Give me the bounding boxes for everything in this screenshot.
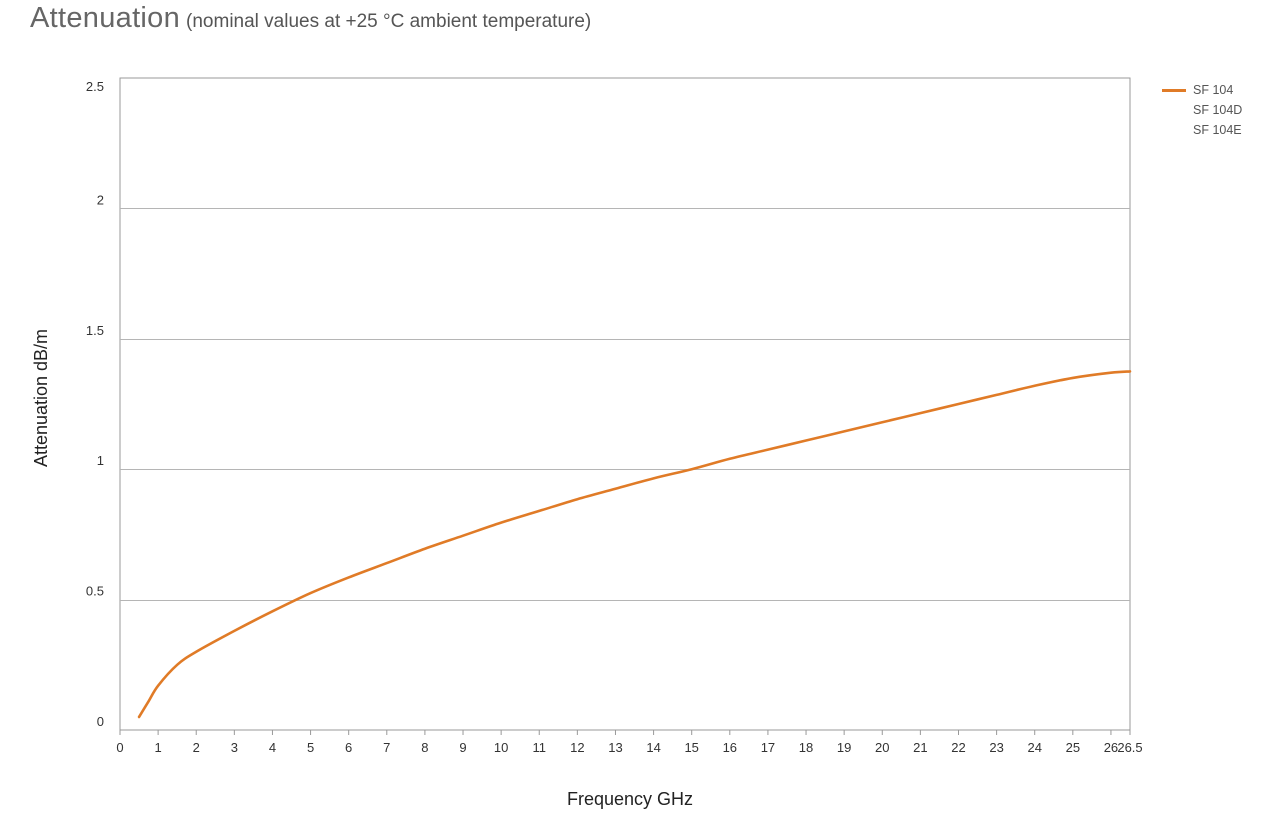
x-tick-label: 23 — [989, 740, 1003, 755]
chart-legend: SF 104 SF 104D SF 104E — [1162, 80, 1242, 140]
x-tick-label: 24 — [1027, 740, 1041, 755]
x-tick-label: 0 — [116, 740, 123, 755]
x-axis-title: Frequency GHz — [567, 789, 693, 809]
x-tick-label: 4 — [269, 740, 276, 755]
x-tick-label: 5 — [307, 740, 314, 755]
x-tick-label: 22 — [951, 740, 965, 755]
legend-item: SF 104 — [1162, 80, 1242, 100]
x-tick-label: 7 — [383, 740, 390, 755]
legend-swatch — [1162, 109, 1186, 112]
legend-item: SF 104D — [1162, 100, 1242, 120]
y-axis-title: Attenuation dB/m — [31, 329, 51, 467]
chart-title-subtitle: (nominal values at +25 °C ambient temper… — [186, 11, 592, 32]
x-tick-label: 11 — [532, 740, 546, 755]
x-tick-label: 10 — [494, 740, 508, 755]
x-tick-label: 6 — [345, 740, 352, 755]
x-tick-label: 9 — [459, 740, 466, 755]
x-tick-label: 16 — [723, 740, 737, 755]
x-tick-label: 12 — [570, 740, 584, 755]
legend-label: SF 104D — [1193, 103, 1243, 117]
x-tick-label: 18 — [799, 740, 813, 755]
legend-swatch — [1162, 88, 1186, 92]
y-tick-label: 2.5 — [86, 79, 104, 94]
series-line-sf-104 — [137, 370, 1132, 719]
legend-label: SF 104E — [1193, 123, 1242, 137]
x-tick-label: 21 — [913, 740, 927, 755]
legend-label: SF 104 — [1193, 83, 1234, 97]
y-tick-label: 1 — [97, 453, 104, 468]
x-tick-label: 2 — [193, 740, 200, 755]
legend-swatch — [1162, 129, 1186, 132]
x-tick-label: 13 — [608, 740, 622, 755]
x-tick-label: 17 — [761, 740, 775, 755]
x-tick-label: 8 — [421, 740, 428, 755]
y-tick-label: 2 — [97, 192, 104, 207]
x-tick-label: 1 — [154, 740, 161, 755]
x-tick-label: 19 — [837, 740, 851, 755]
y-tick-label: 0 — [97, 714, 104, 729]
x-tick-label: 3 — [231, 740, 238, 755]
y-tick-label: 1.5 — [86, 323, 104, 338]
chart-title: Attenuation (nominal values at +25 °C amb… — [30, 2, 591, 35]
legend-item: SF 104E — [1162, 120, 1242, 140]
x-tick-label: 26 — [1104, 740, 1118, 755]
plot-area-border — [119, 77, 1131, 731]
x-tick-label: 26.5 — [1117, 740, 1142, 755]
x-tick-label: 25 — [1066, 740, 1080, 755]
x-tick-label: 15 — [684, 740, 698, 755]
y-tick-label: 0.5 — [86, 584, 104, 599]
chart-title-main: Attenuation — [30, 2, 181, 34]
x-tick-label: 14 — [646, 740, 660, 755]
x-tick-label: 20 — [875, 740, 889, 755]
